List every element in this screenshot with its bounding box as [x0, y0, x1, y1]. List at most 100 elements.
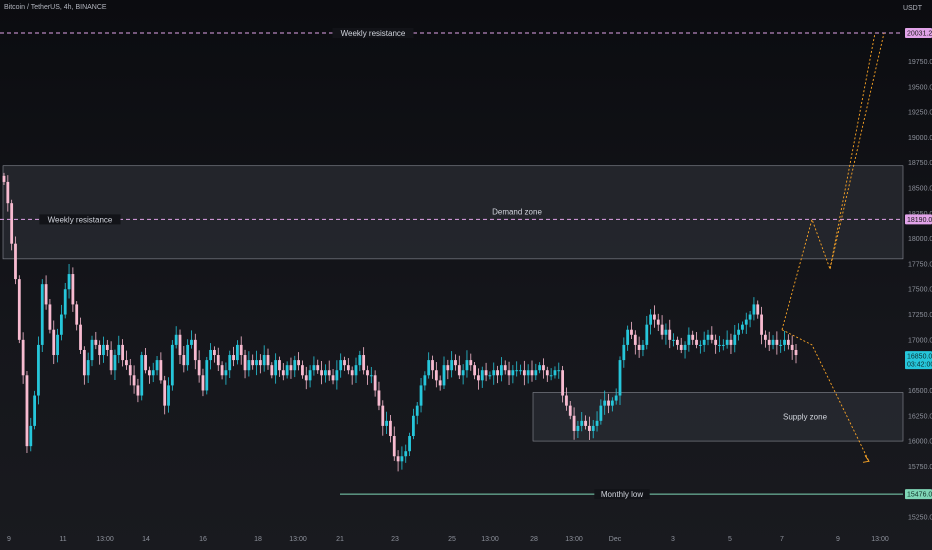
candle — [649, 309, 653, 335]
candle-body — [610, 400, 614, 406]
candle — [75, 301, 79, 331]
candle-body — [147, 370, 151, 376]
candle — [733, 324, 737, 353]
candle-body — [289, 365, 293, 371]
candle — [266, 348, 270, 370]
candle — [323, 364, 327, 383]
candle — [285, 361, 289, 379]
demand-zone[interactable] — [2, 165, 904, 260]
time-tick-label: 13:00 — [871, 536, 889, 543]
candle-body — [522, 370, 526, 376]
candle-body — [113, 355, 117, 371]
candle — [90, 335, 94, 367]
candle — [561, 365, 565, 403]
candle-body — [492, 370, 496, 376]
candle — [526, 364, 530, 384]
candle — [113, 349, 117, 381]
candle-body — [568, 405, 572, 416]
candle-body — [515, 370, 519, 372]
supply-zone[interactable] — [532, 392, 904, 442]
price-tick-label: 18000.00 — [908, 236, 932, 243]
candle — [549, 368, 553, 381]
candle — [331, 369, 335, 385]
candle-body — [235, 344, 239, 361]
top-resistance-price-tag — [905, 28, 932, 38]
candlestick-series — [2, 172, 798, 472]
candle — [251, 354, 255, 370]
candle — [128, 358, 132, 386]
weekly-resistance-top-line-label-bg — [332, 28, 414, 38]
candle — [289, 357, 293, 379]
candle-body — [6, 181, 10, 204]
candle-body — [102, 344, 105, 356]
projection-arrow-down — [862, 455, 870, 463]
weekly-resistance-top-line-label: Weekly resistance — [341, 29, 406, 38]
candle — [86, 352, 90, 383]
symbol-title[interactable]: Bitcoin / TetherUS, 4h, BINANCE — [4, 4, 107, 11]
time-tick-label: 11 — [59, 536, 66, 543]
candle-body — [668, 329, 672, 340]
candle-body — [182, 355, 186, 366]
candle-body — [197, 360, 201, 376]
bullish-projection-line[interactable] — [781, 32, 885, 330]
candle — [235, 340, 239, 365]
candle — [599, 399, 603, 425]
candle-body — [75, 304, 79, 325]
candle — [779, 339, 783, 353]
candle-body — [672, 339, 675, 341]
candle-body — [503, 365, 507, 371]
candle — [190, 330, 193, 349]
candle-body — [312, 365, 316, 371]
time-tick-label: 9 — [836, 536, 840, 543]
candle-body — [790, 344, 794, 350]
candle-body — [216, 355, 220, 366]
time-tick-label: 3 — [671, 536, 675, 543]
candle-body — [396, 456, 400, 462]
time-tick-label: 25 — [448, 536, 456, 543]
candle — [473, 362, 477, 380]
candle-body — [285, 365, 289, 376]
candle-body — [186, 344, 190, 366]
candle — [301, 360, 304, 379]
candle-body — [737, 329, 741, 335]
candle — [56, 328, 59, 363]
candle-body — [756, 304, 760, 315]
time-tick-label: 28 — [530, 536, 538, 543]
price-tick-label: 19250.00 — [908, 110, 932, 117]
candle-body — [320, 370, 323, 376]
candle-body — [44, 284, 48, 305]
price-tick-label: 19000.00 — [908, 135, 932, 142]
candle-body — [687, 334, 691, 345]
candle-body — [239, 344, 243, 356]
candle-body — [576, 425, 580, 431]
candle — [630, 321, 633, 340]
candle-body — [40, 284, 44, 345]
candle — [278, 356, 281, 377]
candle-body — [725, 339, 729, 345]
candle-body — [434, 370, 438, 381]
candle-body — [125, 360, 128, 366]
candle — [763, 330, 767, 348]
bearish-projection-line[interactable] — [781, 329, 870, 462]
candle-body — [794, 349, 798, 356]
candle-body — [174, 334, 178, 345]
candle — [396, 450, 400, 472]
candle — [274, 353, 278, 384]
candle-body — [698, 344, 702, 346]
candle-body — [37, 344, 40, 396]
candle-body — [346, 365, 350, 371]
price-tick-label: 16000.00 — [908, 439, 932, 446]
bullish-projection-line-2[interactable] — [829, 32, 876, 270]
candle — [465, 350, 469, 378]
monthly-low-line-label-bg — [594, 489, 650, 500]
candle-body — [308, 370, 312, 381]
candle-body — [232, 355, 235, 361]
candle-body — [488, 375, 492, 377]
current-price-tag — [905, 351, 932, 370]
candle — [170, 340, 174, 391]
candle — [167, 377, 170, 413]
candle-body — [499, 365, 503, 376]
candle — [710, 326, 714, 344]
candle — [503, 360, 507, 375]
